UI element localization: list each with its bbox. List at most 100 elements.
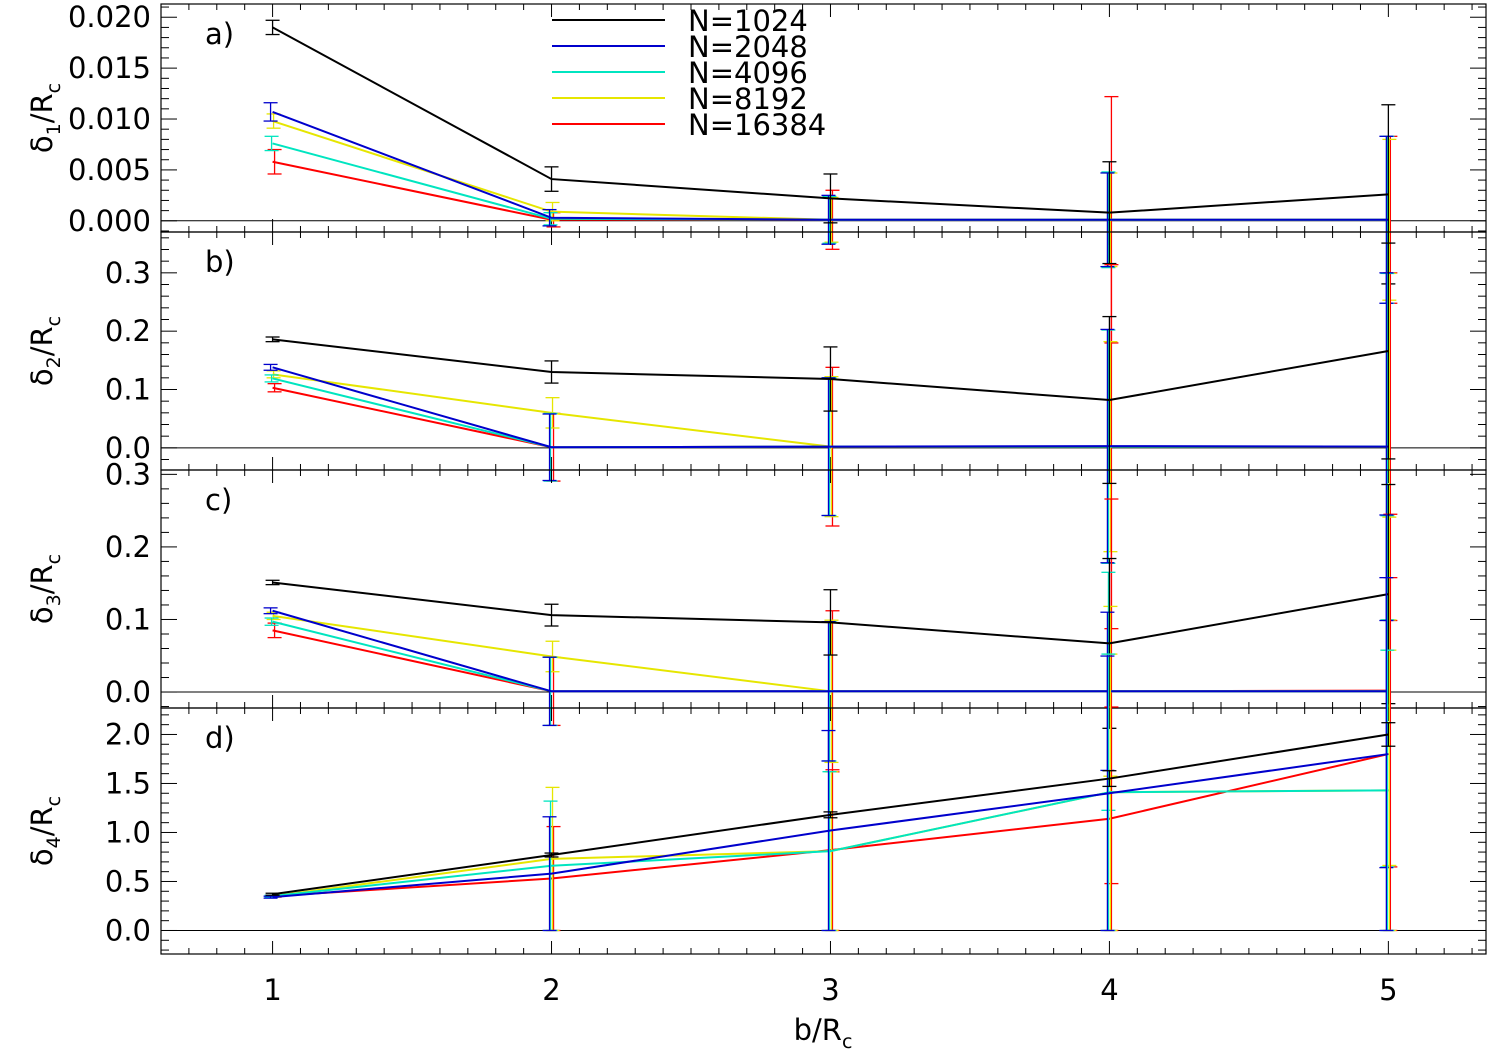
error-bar — [264, 135, 279, 152]
legend-label: N=8192 — [688, 82, 808, 116]
x-tick-label: 5 — [1379, 973, 1397, 1007]
panel-x-ticks — [160, 4, 1473, 232]
y-axis-title: δ2/Rc — [25, 316, 65, 386]
error-bar — [544, 360, 559, 384]
y-axis-title-sub2: c — [43, 554, 65, 564]
y-tick-label: 0.2 — [105, 530, 151, 564]
error-bar — [544, 166, 559, 192]
y-axis-title-sub: 3 — [43, 594, 65, 606]
y-axis-title-tail: /R — [25, 564, 59, 594]
series-N=1024 — [265, 483, 1396, 729]
series-N=2048 — [263, 102, 1394, 304]
error-bar — [1100, 328, 1115, 564]
error-bar — [544, 852, 559, 858]
legend-label: N=4096 — [688, 56, 808, 90]
error-bar — [821, 194, 836, 245]
panel-frame — [160, 469, 1487, 709]
legend-label: N=16384 — [688, 108, 826, 142]
error-bar — [1381, 242, 1396, 460]
series-N=2048 — [263, 272, 1394, 622]
error-bar — [542, 208, 557, 227]
y-axis-title-symbol: δ — [25, 606, 59, 624]
y-axis-title-tail: /R — [25, 93, 59, 123]
error-bar — [263, 895, 278, 899]
y-tick-label: 0.1 — [105, 602, 151, 636]
error-bar — [1381, 722, 1396, 747]
series-line — [272, 609, 1389, 693]
y-tick-label: 0.3 — [105, 457, 151, 491]
y-axis-title: δ4/Rc — [25, 796, 65, 866]
panel-label: a) — [205, 17, 234, 51]
y-axis-title: δ3/Rc — [25, 554, 65, 624]
y-tick-label: 0.0 — [105, 675, 151, 709]
error-bar — [1102, 557, 1117, 729]
error-bar — [545, 640, 560, 673]
y-axis-title-sub: 1 — [43, 123, 65, 135]
legend-item: N=2048 — [552, 30, 808, 64]
error-bar — [1102, 315, 1117, 485]
panel-y-axis: 0.0 0.5 1.0 1.5 2.0 — [105, 714, 1486, 951]
series-N=1024 — [265, 242, 1396, 485]
error-bar — [265, 892, 280, 896]
y-axis-title-sub2: c — [43, 316, 65, 326]
error-bar — [264, 617, 279, 626]
series-N=8192 — [266, 113, 1397, 301]
panel-label: c) — [205, 483, 232, 517]
error-bar — [542, 816, 557, 932]
panel-2: 0.00.10.20.3 b)δ2/Rc — [25, 231, 1487, 630]
error-bar — [821, 729, 836, 932]
legend-item: N=16384 — [552, 108, 826, 142]
series-line — [272, 366, 1389, 449]
error-bar — [542, 656, 557, 727]
error-bar — [263, 102, 278, 122]
y-axis-title-symbol: δ — [25, 368, 59, 386]
panel-label: d) — [205, 721, 235, 755]
error-bar — [823, 811, 838, 819]
series-N=1024 — [265, 722, 1396, 896]
error-bar — [265, 336, 280, 343]
series-line — [272, 753, 1389, 898]
series-line — [272, 789, 1389, 898]
error-bar — [1379, 576, 1394, 932]
y-tick-label: 0.005 — [68, 153, 151, 187]
error-bar — [265, 579, 280, 586]
y-tick-label: 0.3 — [105, 256, 151, 290]
panel-frame — [160, 707, 1487, 955]
panel-frame — [160, 231, 1487, 471]
y-tick-label: 0.000 — [68, 204, 151, 238]
y-tick-label: 1.5 — [105, 766, 151, 800]
error-bar — [1100, 655, 1115, 932]
panel-4: 0.0 0.5 1.0 1.5 2.0 d) δ4/Rc — [25, 576, 1487, 955]
x-tick-label: 3 — [821, 973, 839, 1007]
y-axis-title-symbol: δ — [25, 135, 59, 153]
error-bar — [823, 173, 838, 224]
panel-y-axis: 0.0 0.1 0.2 0.3 — [105, 457, 1486, 709]
error-bar — [544, 603, 559, 627]
legend-label: N=1024 — [688, 4, 808, 38]
y-tick-label: 2.0 — [105, 717, 151, 751]
error-bar — [265, 19, 280, 36]
panel-series — [263, 576, 1398, 932]
y-tick-label: 0.5 — [105, 864, 151, 898]
y-axis-title-tail: /R — [25, 326, 59, 356]
y-tick-label: 0.2 — [105, 314, 151, 348]
panel-x-ticks — [160, 470, 1473, 708]
series-line — [272, 789, 1389, 898]
panel-x-ticks — [160, 232, 1473, 470]
panel-label: b) — [205, 245, 235, 279]
y-axis-title-tail: /R — [25, 806, 59, 836]
series-line — [272, 753, 1389, 899]
y-tick-label: 0.010 — [68, 102, 151, 136]
y-tick-label: 1.0 — [105, 815, 151, 849]
error-bar — [1102, 161, 1117, 265]
legend-item: N=8192 — [552, 82, 808, 116]
legend-label: N=2048 — [688, 30, 808, 64]
error-bar — [823, 346, 838, 412]
y-tick-label: 0.020 — [68, 0, 151, 34]
y-axis-title: δ1/Rc — [25, 83, 65, 153]
error-bar — [263, 363, 278, 371]
